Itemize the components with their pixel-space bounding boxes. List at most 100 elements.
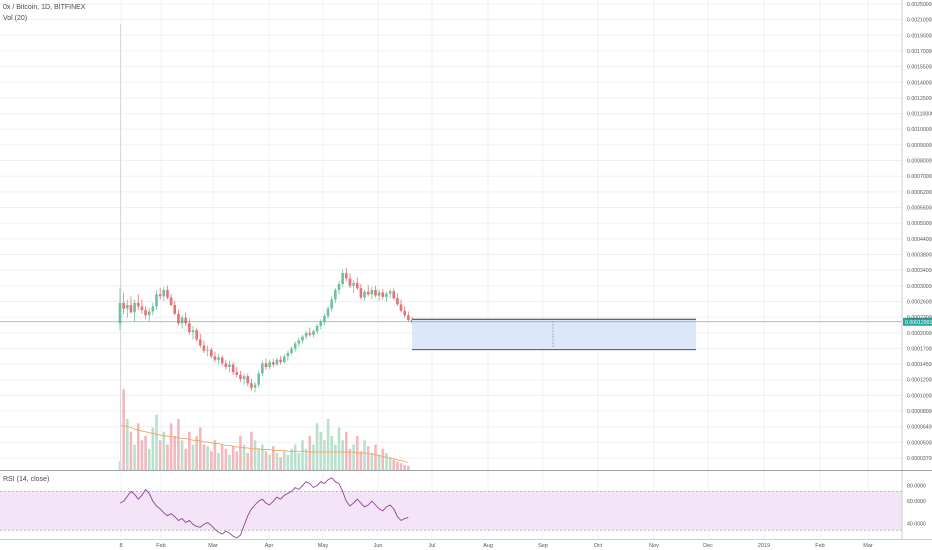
candle-body bbox=[374, 289, 377, 296]
candle-body bbox=[399, 304, 403, 311]
candle-body bbox=[202, 345, 206, 351]
projection-box[interactable] bbox=[412, 318, 696, 351]
volume-bar bbox=[374, 444, 377, 470]
candle-body bbox=[275, 359, 279, 365]
candle-body bbox=[388, 291, 392, 294]
candle-body bbox=[191, 330, 195, 333]
candle-body bbox=[209, 349, 213, 357]
candle-body bbox=[377, 292, 381, 296]
candle-body bbox=[118, 302, 122, 324]
volume-bar bbox=[348, 448, 352, 470]
volume-bar bbox=[370, 453, 374, 470]
candle-body bbox=[217, 357, 220, 360]
candle-body bbox=[147, 311, 151, 316]
x-tick-label: Jul bbox=[428, 543, 435, 549]
candle-body bbox=[188, 323, 191, 333]
volume-indicator-label: Vol (20) bbox=[3, 15, 28, 22]
y-tick-label: 0.00140000 bbox=[907, 80, 932, 86]
y-tick-label: 0.00210000 bbox=[907, 18, 932, 24]
rsi-pane: 80.0000 60.0000 40.0000 bbox=[0, 477, 926, 539]
rsi-y-tick-label: 60.0000 bbox=[907, 499, 926, 505]
candle-body bbox=[355, 282, 359, 289]
y-tick-label: 0.00110000 bbox=[907, 112, 932, 118]
candle-body bbox=[228, 364, 231, 368]
volume-bar bbox=[129, 431, 133, 470]
volume-bar bbox=[363, 440, 366, 470]
volume-bar bbox=[377, 454, 381, 470]
candle-body bbox=[184, 317, 187, 324]
volume-bar bbox=[231, 446, 235, 470]
y-tick-label: 0.00010000 bbox=[907, 393, 932, 399]
volume-bar bbox=[315, 423, 319, 470]
volume-bar bbox=[399, 463, 403, 470]
candle-body bbox=[220, 357, 224, 364]
candle-body bbox=[348, 278, 352, 286]
candle-body bbox=[136, 302, 140, 307]
y-tick-label: 0.00100000 bbox=[907, 127, 932, 133]
volume-bar bbox=[224, 448, 228, 470]
y-tick-label: 0.00062000 bbox=[907, 190, 932, 196]
volume-bar bbox=[323, 440, 326, 470]
y-tick-label: 0.00023000 bbox=[907, 315, 932, 321]
volume-bar bbox=[261, 444, 264, 470]
candle-body bbox=[407, 315, 410, 321]
y-tick-label: 0.00070000 bbox=[907, 174, 932, 180]
volume-ma-line bbox=[120, 425, 409, 463]
candle-body bbox=[261, 363, 264, 374]
volume-bar bbox=[239, 436, 242, 470]
volume-bar bbox=[308, 436, 312, 470]
volume-bar bbox=[140, 440, 144, 470]
y-tick-label: 0.00190000 bbox=[907, 33, 932, 39]
volume-bar bbox=[381, 448, 385, 470]
x-tick-label: Dec bbox=[703, 543, 713, 549]
y-tick-label: 0.00044000 bbox=[907, 237, 932, 243]
volume-bar bbox=[169, 423, 173, 470]
y-tick-label: 0.00012000 bbox=[907, 378, 932, 384]
x-tick-label: Aug bbox=[483, 543, 493, 549]
y-tick-label: 0.00005000 bbox=[907, 440, 932, 446]
candle-body bbox=[155, 294, 158, 307]
volume-bar bbox=[366, 446, 370, 470]
y-tick-label: 0.00155000 bbox=[907, 65, 932, 71]
rsi-indicator-label: RSI (14, close) bbox=[3, 476, 50, 483]
volume-bar bbox=[272, 446, 275, 470]
y-tick-label: 0.00008000 bbox=[907, 409, 932, 415]
last-price-tag-bg bbox=[903, 317, 932, 326]
volume-bar bbox=[345, 431, 348, 470]
volume-bar bbox=[246, 453, 250, 470]
candle-body bbox=[144, 310, 147, 316]
candle-body bbox=[323, 316, 326, 322]
candle-body bbox=[272, 362, 275, 365]
candle-body bbox=[334, 289, 337, 300]
volume-bar bbox=[301, 440, 304, 470]
y-tick-label: 0.00125000 bbox=[907, 96, 932, 102]
x-tick-label: May bbox=[318, 543, 329, 549]
y-tick-label: 0.00090000 bbox=[907, 143, 932, 149]
candle-body bbox=[250, 383, 253, 388]
candle-body bbox=[235, 372, 239, 375]
volume-bar bbox=[217, 453, 220, 470]
volume-bar bbox=[166, 444, 169, 470]
candle-body bbox=[213, 356, 217, 360]
candle-body bbox=[169, 297, 173, 306]
volume-bar bbox=[304, 448, 308, 470]
volume-bar bbox=[242, 444, 246, 470]
rsi-y-tick-label: 80.0000 bbox=[907, 484, 926, 490]
volume-bar bbox=[202, 444, 206, 470]
candle-body bbox=[177, 313, 180, 324]
volume-bar bbox=[209, 451, 213, 470]
y-tick-label: 0.00034000 bbox=[907, 268, 932, 274]
y-tick-label: 0.00026000 bbox=[907, 299, 932, 305]
volume-bar bbox=[147, 448, 151, 470]
candle-body bbox=[195, 330, 198, 340]
y-tick-label: 0.00056000 bbox=[907, 206, 932, 212]
volume-bar bbox=[385, 453, 388, 470]
candle-body bbox=[341, 273, 344, 285]
x-tick-label: Apr bbox=[265, 543, 274, 549]
volume-bar bbox=[286, 454, 290, 470]
volume-bar bbox=[264, 451, 268, 470]
volume-bar bbox=[177, 419, 180, 470]
rsi-line bbox=[119, 477, 409, 539]
